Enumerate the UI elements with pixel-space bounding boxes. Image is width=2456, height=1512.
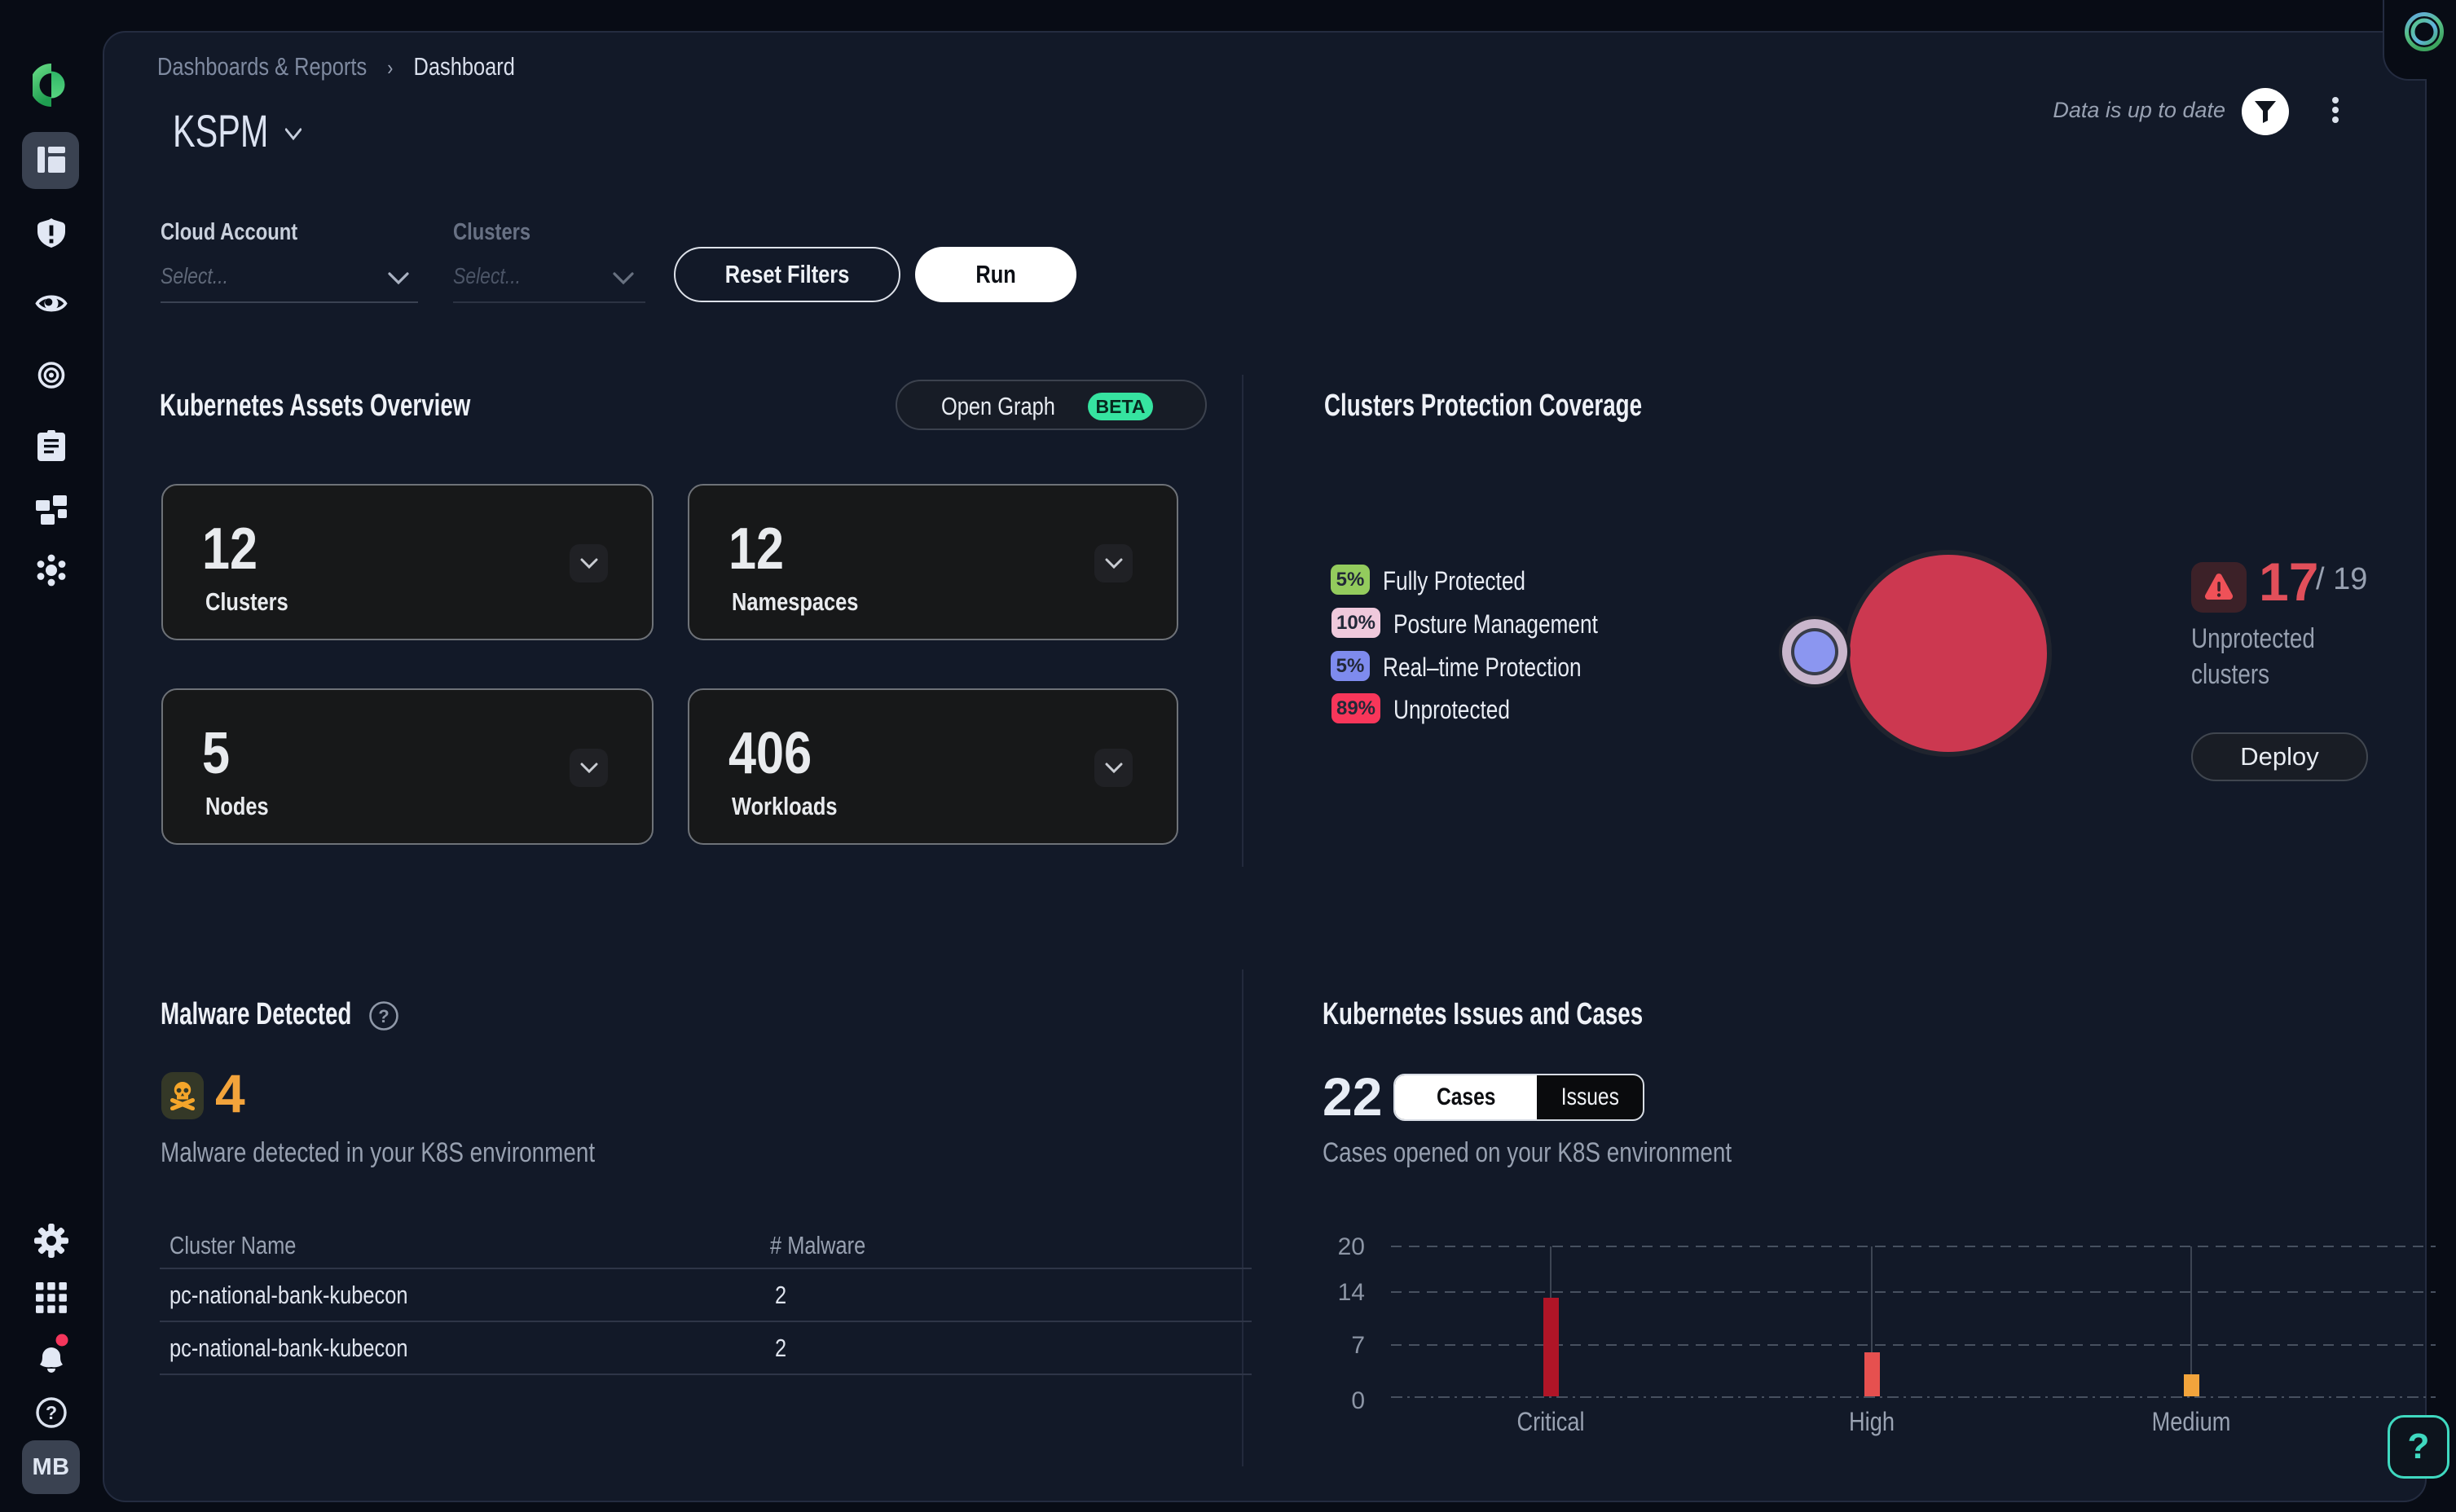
svg-text:?: ? <box>46 1402 57 1423</box>
svg-text:?: ? <box>378 1006 389 1026</box>
